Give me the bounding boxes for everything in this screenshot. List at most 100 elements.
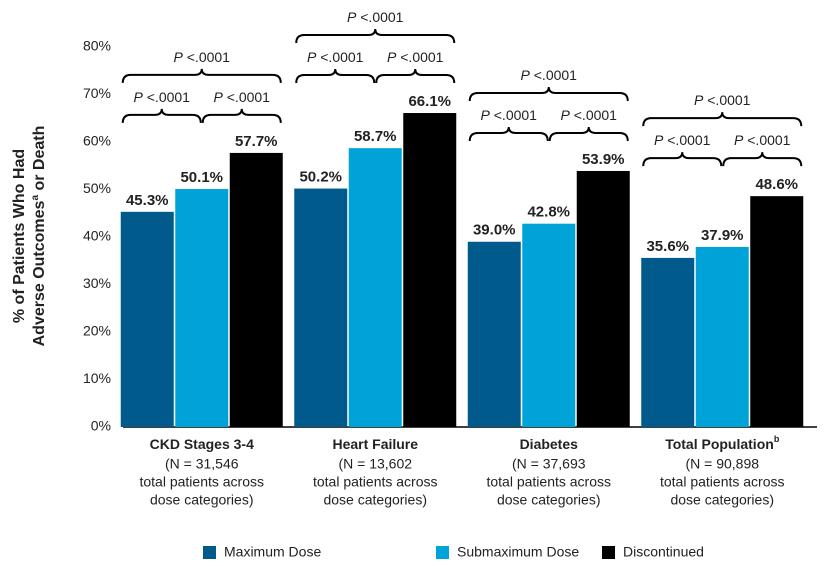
- y-tick-label: 80%: [83, 38, 111, 54]
- p-value: P <.0001: [387, 49, 444, 65]
- x-tick-label-name: Heart Failure: [332, 436, 418, 452]
- p-text: <.0001: [143, 89, 190, 105]
- x-tick-sublabel: (N = 90,898: [685, 456, 759, 472]
- bar: [348, 148, 402, 428]
- p-value: P <.0001: [174, 49, 231, 65]
- p-symbol: P: [347, 9, 357, 25]
- x-tick-sublabel: total patients across: [139, 474, 264, 490]
- y-tick-label: 40%: [83, 228, 111, 244]
- value-label: 45.3%: [126, 192, 169, 209]
- y-axis-title-sup: a: [30, 195, 41, 201]
- p-text: <.0001: [356, 9, 403, 25]
- bracket: [642, 112, 803, 127]
- p-text: <.0001: [183, 49, 230, 65]
- x-tick-sublabel: dose categories): [670, 492, 774, 508]
- bar: [522, 223, 576, 427]
- bar: [695, 246, 749, 427]
- value-label: 35.6%: [646, 238, 689, 255]
- p-text: <.0001: [490, 107, 537, 123]
- p-symbol: P: [134, 89, 144, 105]
- x-tick-label: Heart Failure: [332, 436, 418, 452]
- p-symbol: P: [694, 92, 704, 108]
- p-symbol: P: [387, 49, 397, 65]
- value-label: 58.7%: [354, 128, 397, 145]
- p-value: P <.0001: [694, 92, 751, 108]
- x-tick-sublabel: (N = 37,693: [512, 456, 586, 472]
- x-tick-sublabel: (N = 13,602: [338, 456, 412, 472]
- y-axis-title-line: Adverse Outcomes: [31, 200, 48, 346]
- bracket: [642, 152, 723, 167]
- p-symbol: P: [654, 132, 664, 148]
- p-text: <.0001: [663, 132, 710, 148]
- value-label: 48.6%: [755, 176, 798, 193]
- p-symbol: P: [174, 49, 184, 65]
- p-symbol: P: [734, 132, 744, 148]
- p-symbol: P: [481, 107, 491, 123]
- bracket: [121, 68, 282, 83]
- legend-label: Maximum Dose: [224, 544, 321, 560]
- y-axis-title: % of Patients Who Had Adverse Outcomesa o…: [11, 126, 48, 347]
- bar: [175, 189, 229, 427]
- p-value: P <.0001: [347, 9, 404, 25]
- legend-label: Submaximum Dose: [457, 544, 579, 560]
- p-value: P <.0001: [561, 107, 618, 123]
- bar: [403, 113, 457, 428]
- legend-swatch: [436, 546, 449, 559]
- p-symbol: P: [307, 49, 317, 65]
- legend-swatch: [203, 546, 216, 559]
- value-label: 50.2%: [299, 169, 342, 186]
- bracket: [295, 28, 456, 44]
- y-tick-label: 50%: [83, 180, 111, 196]
- x-tick-label-name: Diabetes: [520, 436, 579, 452]
- x-tick-sublabel: total patients across: [486, 474, 611, 490]
- value-label: 57.7%: [235, 133, 278, 150]
- value-label: 37.9%: [701, 227, 744, 244]
- x-tick-label-sup: b: [774, 434, 780, 444]
- x-tick-label-name: Total Population: [665, 436, 774, 452]
- value-label: 42.8%: [527, 204, 570, 221]
- p-value: P <.0001: [481, 107, 538, 123]
- bar: [294, 188, 348, 427]
- x-tick-sublabel: total patients across: [660, 474, 785, 490]
- x-tick-label: CKD Stages 3-4: [150, 436, 254, 452]
- bar: [750, 196, 804, 427]
- p-symbol: P: [214, 89, 224, 105]
- y-tick-label: 70%: [83, 85, 111, 101]
- p-value: P <.0001: [307, 49, 364, 65]
- bar: [120, 211, 174, 427]
- p-value: P <.0001: [214, 89, 271, 105]
- y-axis-title-line: % of Patients Who Had: [11, 149, 28, 323]
- y-tick-label: 30%: [83, 275, 111, 291]
- y-axis-title-line: or Death: [31, 126, 48, 195]
- value-label: 53.9%: [582, 151, 625, 168]
- p-symbol: P: [521, 67, 531, 83]
- bar: [576, 170, 630, 427]
- p-text: <.0001: [223, 89, 270, 105]
- p-text: <.0001: [530, 67, 577, 83]
- p-value: P <.0001: [734, 132, 791, 148]
- bracket: [201, 108, 282, 123]
- x-tick-label-name: CKD Stages 3-4: [150, 436, 254, 452]
- bar: [229, 152, 283, 428]
- legend-swatch: [602, 546, 615, 559]
- y-tick-label: 0%: [91, 418, 111, 434]
- x-tick-sublabel: dose categories): [323, 492, 427, 508]
- bar: [641, 257, 695, 427]
- y-tick-label: 10%: [83, 370, 111, 386]
- x-tick-sublabel: (N = 31,546: [165, 456, 239, 472]
- y-tick-label: 60%: [83, 133, 111, 149]
- y-tick-label: 20%: [83, 323, 111, 339]
- value-label: 39.0%: [473, 222, 516, 239]
- x-tick-sublabel: dose categories): [150, 492, 254, 508]
- bar: [467, 241, 521, 427]
- value-label: 66.1%: [408, 93, 451, 110]
- bracket: [548, 126, 629, 142]
- p-text: <.0001: [570, 107, 617, 123]
- bracket: [468, 126, 549, 142]
- p-symbol: P: [561, 107, 571, 123]
- p-text: <.0001: [316, 49, 363, 65]
- value-label: 50.1%: [180, 169, 223, 186]
- legend-label: Discontinued: [623, 544, 704, 560]
